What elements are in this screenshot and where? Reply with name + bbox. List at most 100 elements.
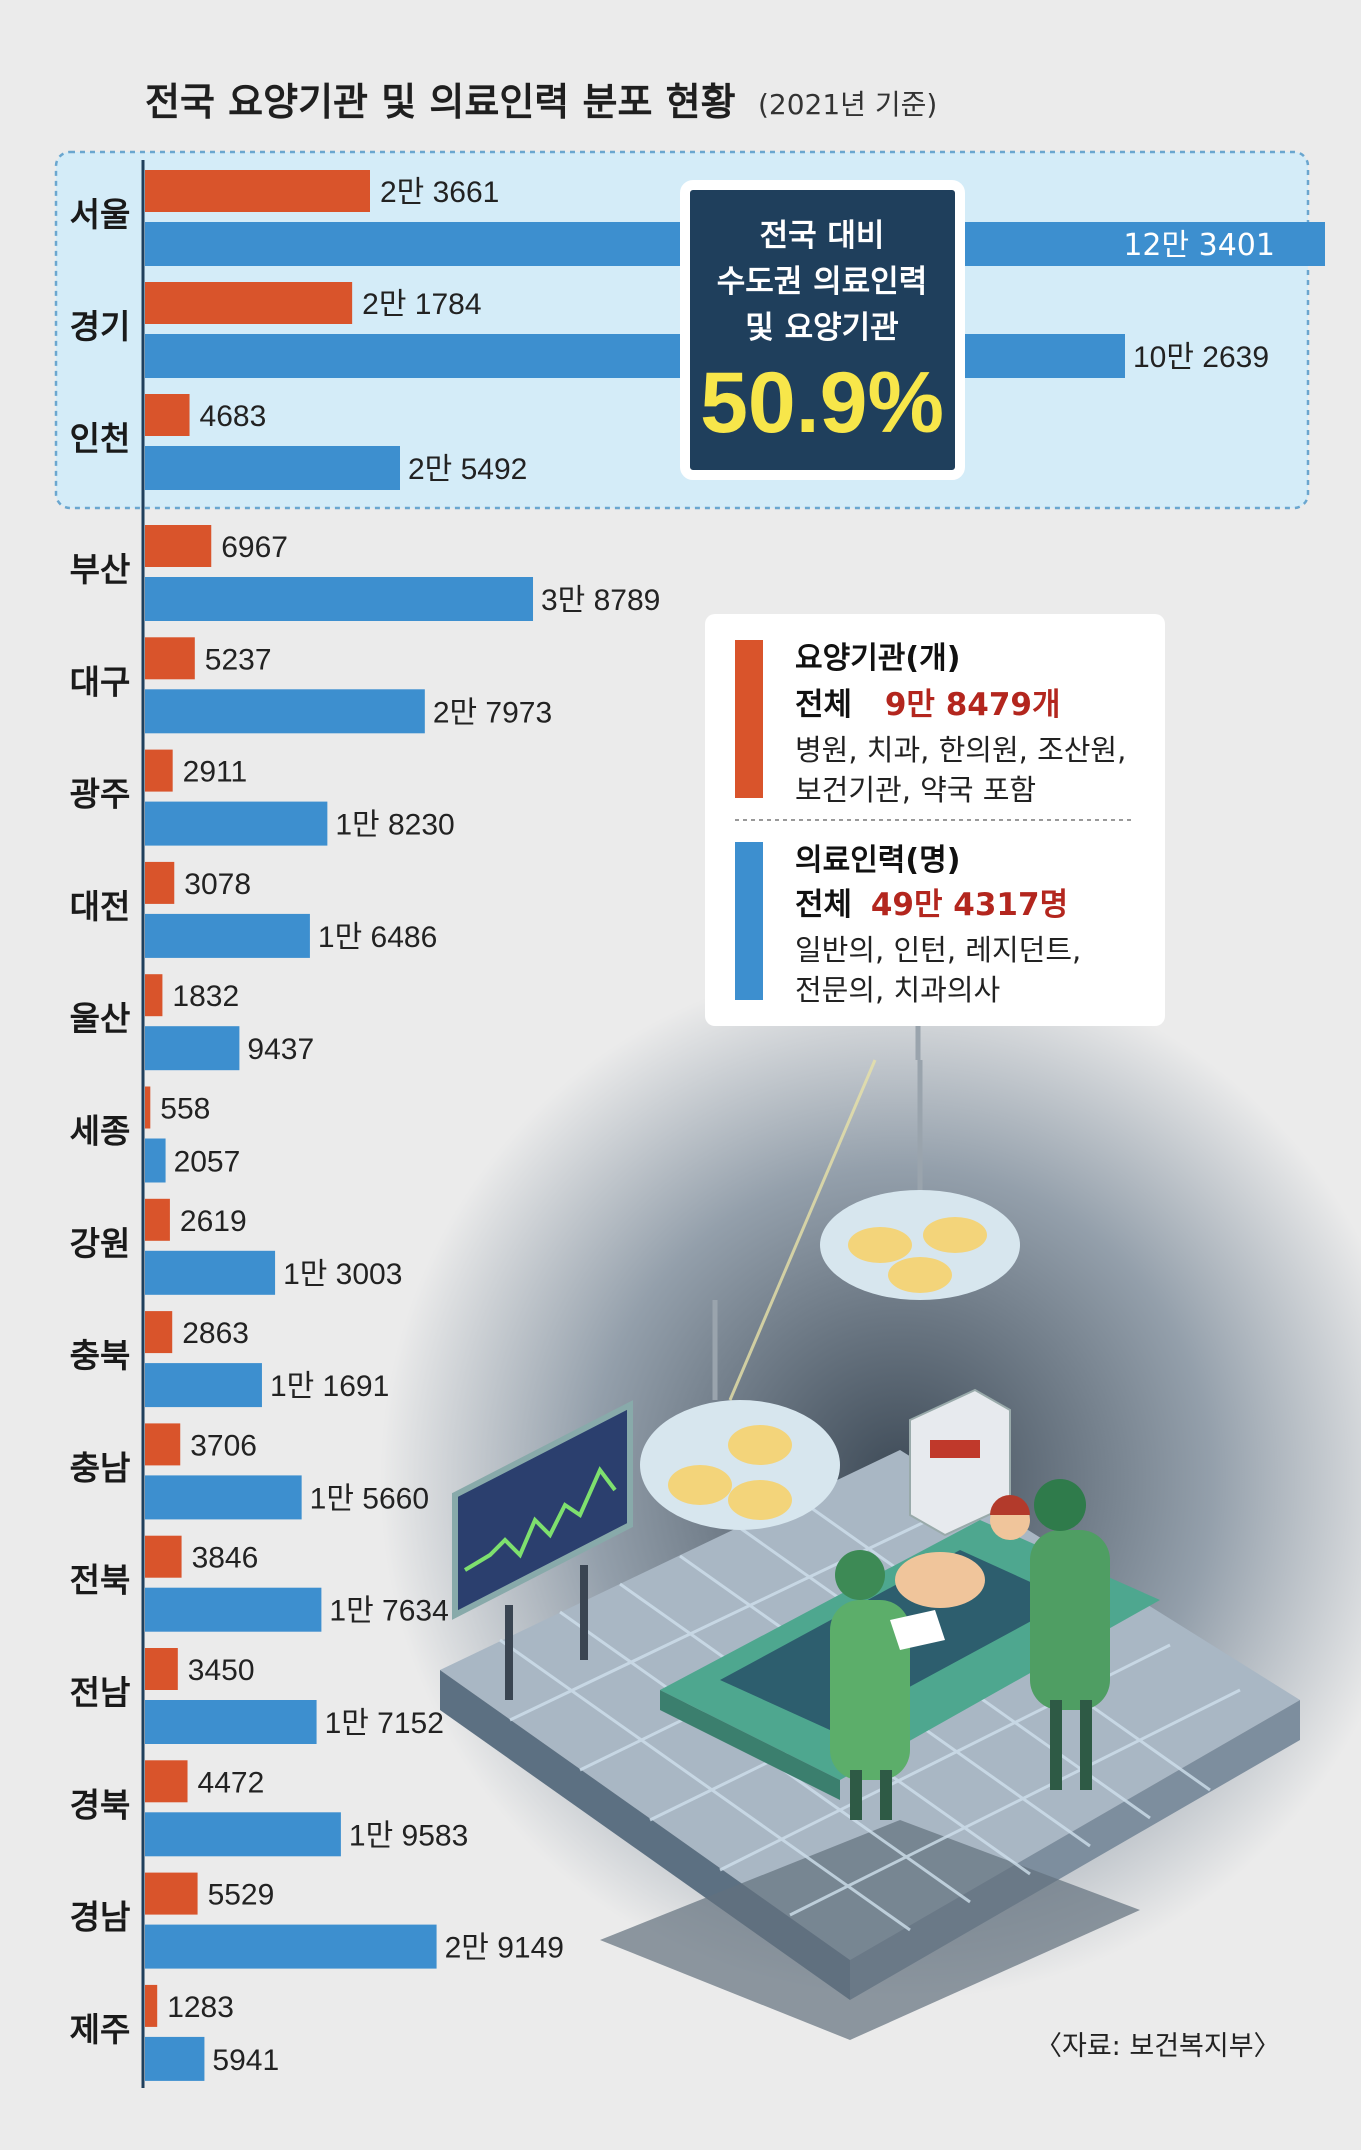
- region-label: 충북: [70, 1336, 131, 1375]
- personnel-bar: [145, 1924, 437, 1969]
- personnel-bar: [145, 1026, 240, 1071]
- personnel-value-label: 1만 7152: [325, 1707, 444, 1740]
- institutions-value-label: 5237: [205, 643, 272, 676]
- institutions-bar: [145, 749, 173, 792]
- personnel-bar: [145, 2036, 205, 2081]
- region-label: 대구: [70, 662, 131, 701]
- institutions-value-label: 2만 1784: [362, 288, 481, 321]
- personnel-bar: [145, 1700, 317, 1744]
- institutions-value-label: 3706: [190, 1429, 257, 1462]
- institutions-value-label: 2863: [182, 1317, 249, 1350]
- institutions-bar: [145, 1311, 173, 1354]
- region-label: 경북: [70, 1785, 131, 1824]
- personnel-bar: [145, 1475, 302, 1520]
- region-label: 경남: [70, 1898, 131, 1937]
- highlight-line-2: 수도권 의료인력: [717, 264, 927, 300]
- personnel-value-label: 5941: [212, 2044, 279, 2077]
- legend-swatch-institutions: [735, 640, 763, 798]
- chart-title: 전국 요양기관 및 의료인력 분포 현황: [145, 80, 736, 124]
- personnel-bar: [145, 801, 328, 846]
- institutions-bar: [145, 1535, 182, 1578]
- legend-institutions-total-value: 9만 8479개: [885, 687, 1061, 723]
- personnel-value-label: 1만 9583: [349, 1819, 468, 1852]
- region-label: 광주: [70, 775, 131, 814]
- institutions-value-label: 6967: [221, 531, 288, 564]
- region-label: 인천: [70, 419, 131, 458]
- personnel-value-label: 2만 9149: [445, 1932, 564, 1965]
- personnel-value-label: 2만 5492: [408, 453, 527, 486]
- institutions-value-label: 5529: [208, 1879, 275, 1912]
- institutions-bar: [145, 974, 163, 1017]
- institutions-value-label: 4472: [198, 1766, 265, 1799]
- institutions-bar: [145, 1648, 178, 1690]
- institutions-value-label: 3078: [184, 868, 251, 901]
- operating-room-illustration: [380, 960, 1361, 2040]
- institutions-bar: [145, 1198, 170, 1241]
- institutions-bar: [145, 1984, 158, 2027]
- personnel-bar: [145, 1363, 262, 1408]
- personnel-bar: [145, 1138, 166, 1183]
- region-label: 제주: [70, 2010, 131, 2049]
- legend-institutions-heading: 요양기관(개): [795, 641, 960, 676]
- personnel-value-label: 2만 7973: [433, 696, 552, 729]
- region-label: 전남: [70, 1673, 131, 1712]
- legend-personnel-desc-1: 일반의, 인턴, 레지던트,: [795, 933, 1081, 967]
- region-label: 부산: [70, 550, 131, 589]
- legend-institutions-total: 전체 9만 8479개: [795, 687, 1061, 723]
- highlight-line-3: 및 요양기관: [745, 310, 898, 346]
- highlight-callout: 전국 대비 수도권 의료인력 및 요양기관 50.9%: [680, 180, 965, 480]
- highlight-line-1: 전국 대비: [760, 218, 885, 254]
- institutions-bar: [145, 1760, 188, 1803]
- region-label: 세종: [70, 1112, 131, 1151]
- source-note: 〈자료: 보건복지부〉: [1035, 2031, 1281, 2062]
- personnel-value-label: 1만 7634: [329, 1595, 448, 1628]
- institutions-value-label: 2만 3661: [380, 176, 499, 209]
- personnel-bar: [145, 1250, 276, 1295]
- legend-personnel-total-label: 전체: [795, 887, 852, 923]
- institutions-bar: [145, 525, 212, 567]
- chart-subtitle: (2021년 기준): [758, 88, 937, 121]
- personnel-bar: [145, 334, 1125, 378]
- region-label: 충남: [70, 1448, 131, 1487]
- institutions-value-label: 3450: [188, 1654, 255, 1687]
- personnel-value-label: 10만 2639: [1133, 341, 1269, 374]
- region-label: 대전: [70, 887, 131, 926]
- region-label: 울산: [70, 999, 131, 1038]
- institutions-value-label: 4683: [200, 400, 267, 433]
- personnel-bar: [145, 1812, 341, 1857]
- region-label: 경기: [70, 307, 131, 346]
- region-label: 강원: [70, 1224, 131, 1263]
- legend: 요양기관(개) 전체 9만 8479개 병원, 치과, 한의원, 조산원, 보건…: [705, 614, 1165, 1060]
- institutions-value-label: 1283: [167, 1991, 234, 2024]
- legend-personnel-total: 전체 49만 4317명: [795, 887, 1068, 923]
- institutions-value-label: 2619: [180, 1205, 247, 1238]
- personnel-value-label: 1만 1691: [270, 1370, 389, 1403]
- personnel-value-label: 2057: [174, 1146, 241, 1179]
- legend-institutions-desc-2: 보건기관, 약국 포함: [795, 773, 1036, 807]
- personnel-value-label: 1만 8230: [335, 809, 454, 842]
- personnel-value-label: 3만 8789: [541, 584, 660, 617]
- personnel-bar: [145, 1587, 322, 1632]
- institutions-bar: [145, 1086, 151, 1129]
- personnel-value-label: 1만 6486: [318, 921, 437, 954]
- institutions-bar: [145, 1872, 198, 1915]
- legend-personnel-heading: 의료인력(명): [795, 843, 960, 878]
- legend-personnel-total-value: 49만 4317명: [871, 887, 1068, 923]
- legend-personnel-desc-2: 전문의, 치과의사: [795, 973, 1000, 1007]
- institutions-bar: [145, 394, 190, 436]
- legend-swatch-personnel: [735, 842, 763, 1000]
- highlight-box: [680, 180, 965, 480]
- bars-layer: 서울 2만 3661 12만 3401 경기 2만 1784 10만 2639 인천 4683…: [70, 170, 1325, 2081]
- legend-institutions-desc-1: 병원, 치과, 한의원, 조산원,: [795, 733, 1126, 767]
- region-label: 서울: [70, 195, 131, 234]
- institutions-bar: [145, 1423, 181, 1466]
- institutions-bar: [145, 170, 370, 212]
- highlight-value: 50.9%: [700, 355, 944, 451]
- personnel-bar: [145, 913, 310, 958]
- legend-institutions-total-label: 전체: [795, 687, 852, 723]
- personnel-value-label: 1만 5660: [310, 1482, 429, 1515]
- region-label: 전북: [70, 1561, 131, 1600]
- personnel-bar: [145, 577, 534, 621]
- personnel-value-label: 9437: [247, 1033, 314, 1066]
